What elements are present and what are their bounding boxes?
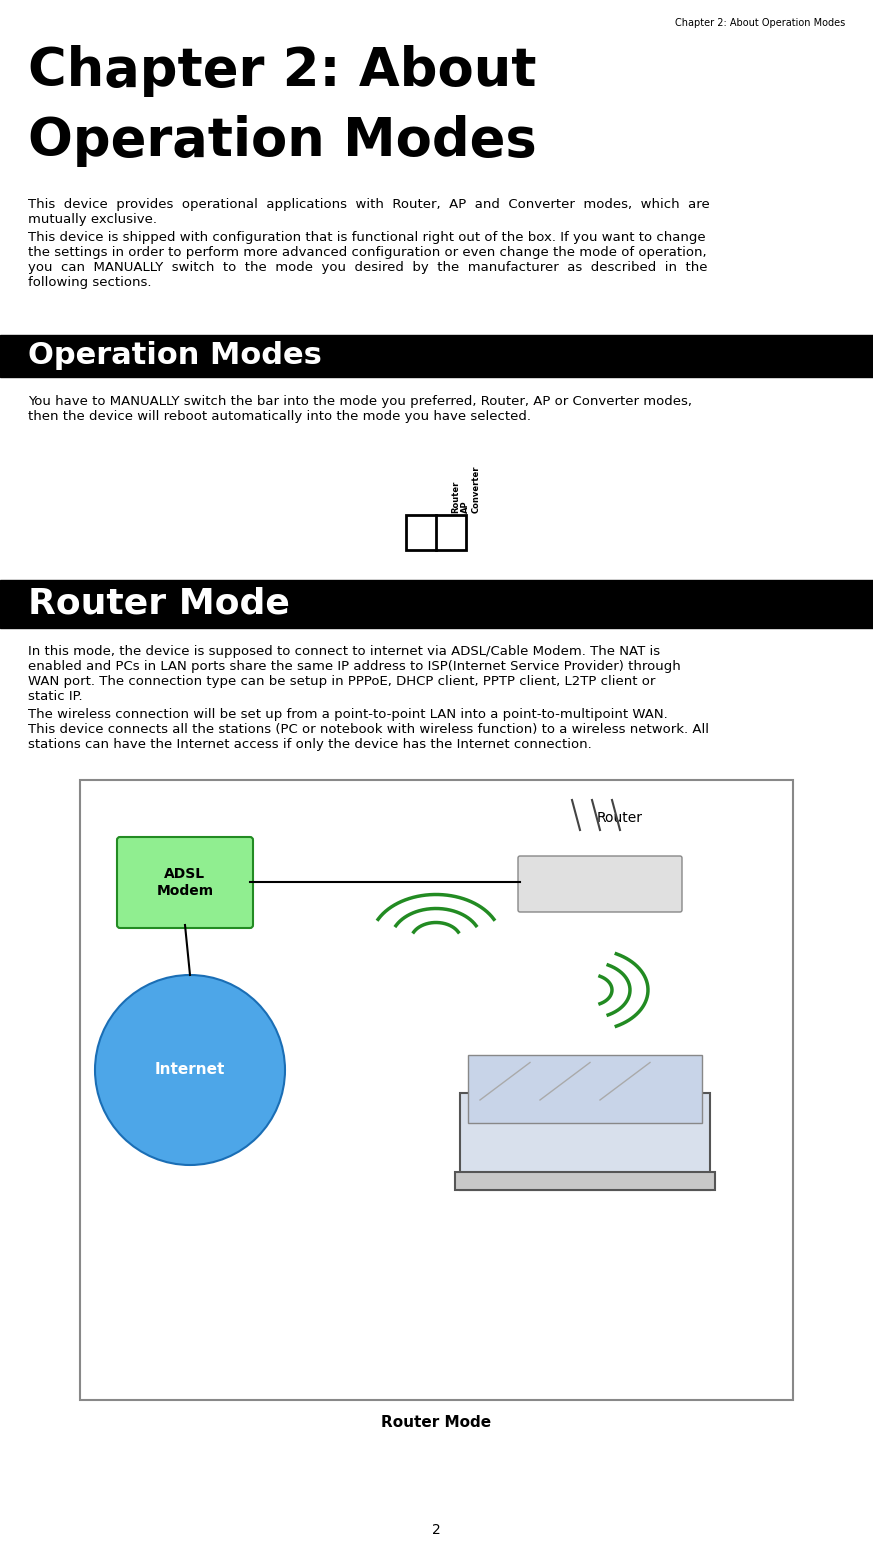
Bar [80,780,793,1400]
Text: This  device  provides  operational  applications  with  Router,  AP  and  Conve: This device provides operational applica… [28,198,710,212]
Text: WAN port. The connection type can be setup in PPPoE, DHCP client, PPTP client, L: WAN port. The connection type can be set… [28,675,656,688]
Text: This device is shipped with configuration that is functional right out of the bo: This device is shipped with configuratio… [28,230,705,244]
Text: You have to MANUALLY switch the bar into the mode you preferred, Router, AP or C: You have to MANUALLY switch the bar into… [28,395,692,408]
Text: Operation Modes: Operation Modes [28,115,537,166]
Text: Chapter 2: About Operation Modes: Chapter 2: About Operation Modes [675,19,845,28]
Bar [0,335,873,377]
Text: then the device will reboot automatically into the mode you have selected.: then the device will reboot automaticall… [28,409,531,423]
Bar [406,515,466,549]
Bar [0,580,873,629]
Text: mutually exclusive.: mutually exclusive. [28,213,157,226]
Text: stations can have the Internet access if only the device has the Internet connec: stations can have the Internet access if… [28,738,592,752]
Text: The wireless connection will be set up from a point-to-point LAN into a point-to: The wireless connection will be set up f… [28,708,668,720]
Text: Router
AP
Converter: Router AP Converter [451,465,481,512]
Text: the settings in order to perform more advanced configuration or even change the : the settings in order to perform more ad… [28,246,706,258]
Text: static IP.: static IP. [28,689,83,703]
Bar [460,1092,710,1190]
Text: Router Mode: Router Mode [28,587,290,619]
Bar [468,1055,702,1122]
Bar [455,1172,715,1190]
Text: you  can  MANUALLY  switch  to  the  mode  you  desired  by  the  manufacturer  : you can MANUALLY switch to the mode you … [28,261,707,274]
Text: ADSL
Modem: ADSL Modem [156,867,214,898]
Text: Router Mode: Router Mode [382,1414,491,1430]
Text: This device connects all the stations (PC or notebook with wireless function) to: This device connects all the stations (P… [28,724,709,736]
Text: 2: 2 [431,1523,440,1537]
FancyBboxPatch shape [117,837,253,927]
Text: following sections.: following sections. [28,275,152,289]
Text: Internet: Internet [155,1063,225,1077]
Text: Operation Modes: Operation Modes [28,341,322,370]
FancyBboxPatch shape [518,856,682,912]
Text: Router: Router [597,811,643,825]
Text: Chapter 2: About: Chapter 2: About [28,45,537,96]
Text: enabled and PCs in LAN ports share the same IP address to ISP(Internet Service P: enabled and PCs in LAN ports share the s… [28,660,681,674]
Text: In this mode, the device is supposed to connect to internet via ADSL/Cable Modem: In this mode, the device is supposed to … [28,646,660,658]
Circle shape [95,976,285,1165]
